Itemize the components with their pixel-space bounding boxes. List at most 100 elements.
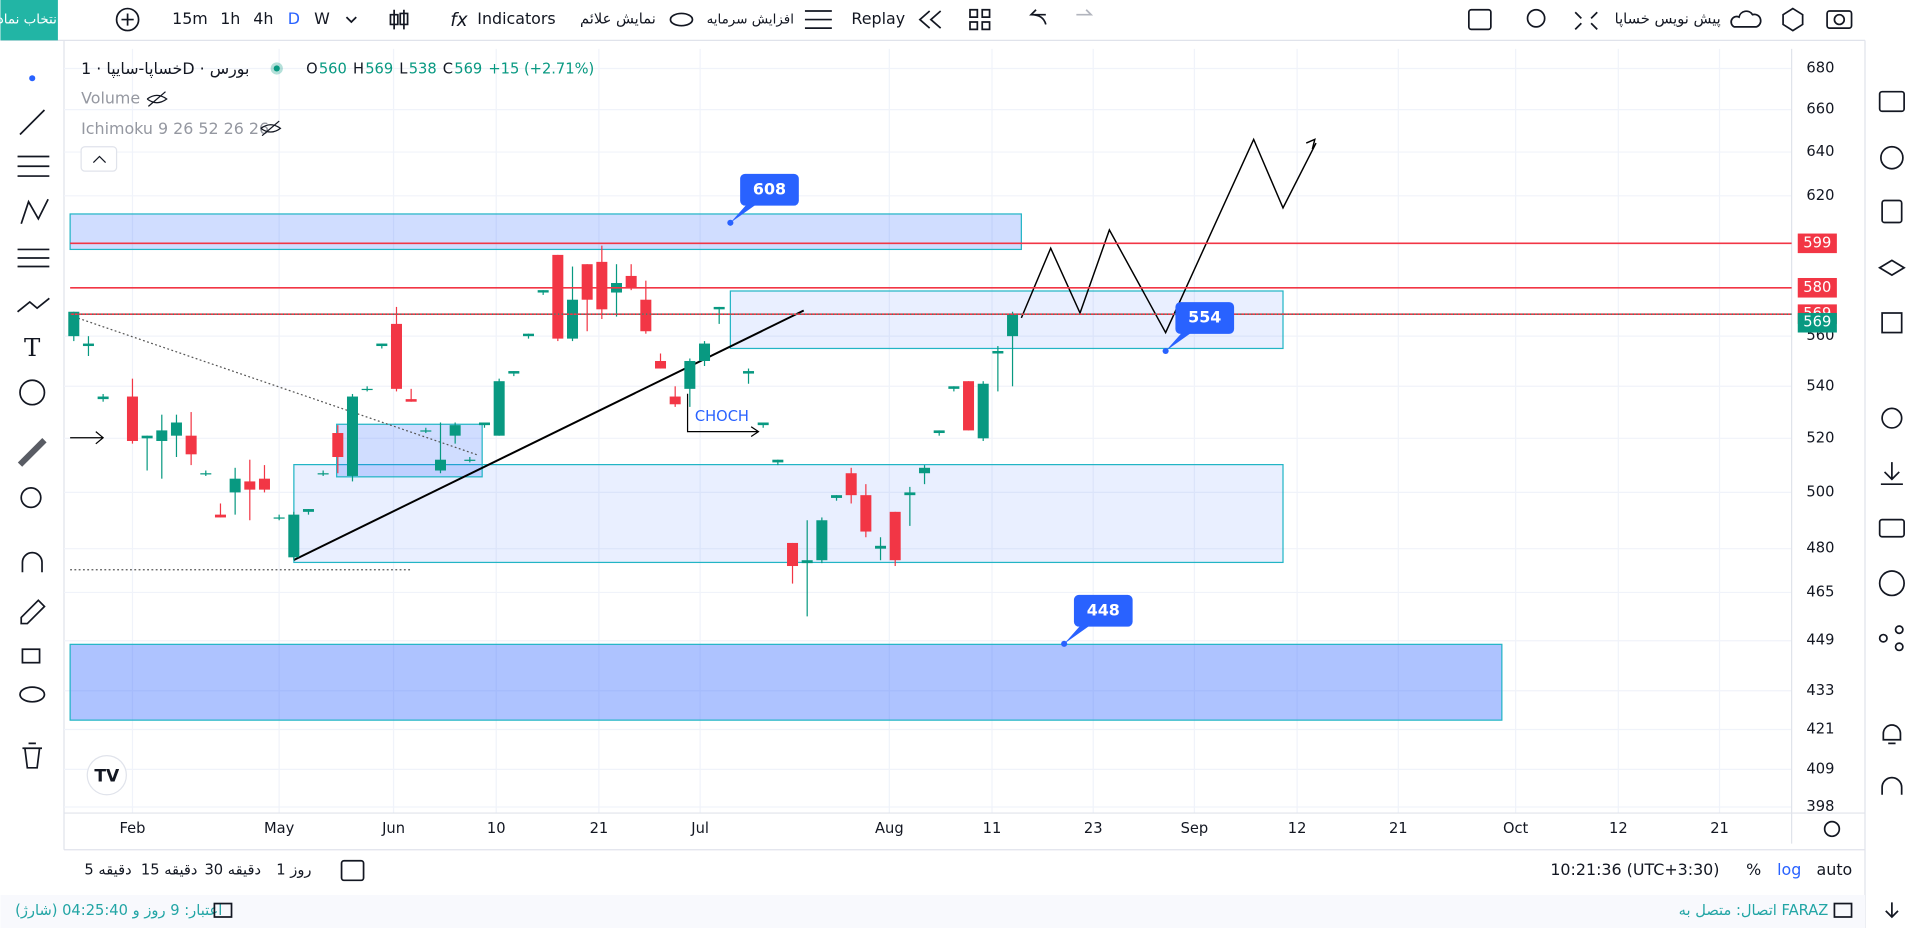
y-tick-label: 449 — [1806, 632, 1834, 649]
candle-body — [346, 396, 358, 476]
candle-body — [332, 433, 344, 458]
ohlc-change: +15 (+2.71%) — [488, 61, 594, 78]
candle-body — [200, 473, 212, 475]
fib-tool[interactable] — [17, 155, 50, 177]
collapse-button[interactable] — [80, 146, 118, 172]
ruler-tool[interactable] — [17, 437, 47, 467]
zone[interactable] — [69, 643, 1503, 721]
chart-type-icon[interactable] — [389, 9, 409, 30]
draw-lock-tool[interactable] — [20, 599, 46, 625]
candle-body — [566, 299, 579, 339]
timeframe-button[interactable]: 30 دقیقه — [204, 862, 261, 879]
gear-icon[interactable] — [1881, 407, 1903, 429]
emoji-tool[interactable] — [19, 379, 46, 406]
download-icon[interactable] — [1880, 462, 1903, 486]
dotted-line[interactable] — [69, 314, 478, 456]
redo-icon[interactable] — [1076, 9, 1094, 16]
x-tick-label: 23 — [1084, 820, 1103, 837]
undo-icon[interactable] — [1029, 9, 1047, 25]
watchlist-icon[interactable] — [1878, 90, 1905, 113]
trendline-tool[interactable] — [19, 109, 46, 136]
fx-icon[interactable]: fx — [450, 10, 467, 31]
timeframe-button[interactable]: 15 دقیقه — [141, 862, 198, 879]
hide-icon[interactable] — [260, 120, 282, 137]
ohlc-key: H — [353, 61, 364, 78]
replay-icon[interactable] — [918, 10, 942, 29]
symbol-button[interactable] — [0, 0, 58, 41]
symbol-title: خساپا-سایپا · 1D · بورس — [81, 59, 249, 79]
hide-icon[interactable] — [146, 91, 168, 107]
interval[interactable]: 4h — [253, 9, 273, 28]
price-label: 580 — [1803, 279, 1831, 296]
interval[interactable]: W — [314, 9, 330, 28]
y-tick-label: 540 — [1806, 377, 1834, 394]
scale-option[interactable]: log — [1777, 860, 1801, 879]
scale-option[interactable]: % — [1746, 860, 1761, 879]
support-icon[interactable] — [1881, 776, 1903, 795]
add-symbol-icon[interactable] — [115, 7, 140, 32]
trend-line[interactable] — [293, 309, 805, 561]
layers-icon[interactable] — [1878, 259, 1906, 277]
interval[interactable]: 15m — [172, 9, 208, 28]
cloud-icon[interactable] — [1730, 10, 1762, 28]
arrow[interactable] — [70, 431, 105, 445]
indicators-button[interactable]: Indicators — [477, 9, 555, 28]
share-icon — [1894, 625, 1904, 635]
scroll-icon[interactable] — [1885, 902, 1899, 919]
sliders-icon[interactable] — [804, 10, 832, 29]
layout-icon[interactable] — [969, 8, 991, 31]
camera-icon[interactable] — [1826, 10, 1853, 29]
share-icon[interactable] — [1878, 633, 1888, 643]
date-range-icon[interactable] — [340, 859, 365, 882]
timeframe-button[interactable]: 1 روز — [276, 862, 311, 879]
axis-settings-icon[interactable] — [1823, 820, 1841, 838]
settings-icon[interactable] — [1782, 7, 1804, 32]
hide-tool[interactable] — [19, 686, 46, 703]
candle-body — [522, 333, 534, 337]
cursor-tool[interactable] — [29, 75, 36, 82]
candle-body — [757, 422, 769, 426]
pattern-tool[interactable] — [20, 198, 49, 225]
choch-arrow[interactable] — [686, 393, 760, 437]
dropdown-icon[interactable] — [345, 16, 357, 24]
fullscreen-icon[interactable] — [1467, 8, 1492, 31]
card-icon[interactable] — [1878, 518, 1905, 538]
scale-option[interactable]: auto — [1817, 860, 1853, 879]
list-icon[interactable] — [1881, 312, 1903, 334]
candle-body — [405, 399, 417, 402]
callout-anchor — [1162, 347, 1169, 355]
search-icon[interactable] — [1526, 8, 1546, 28]
alert-icon[interactable] — [1880, 145, 1904, 170]
candle-body — [655, 360, 667, 369]
x-tick-label: Feb — [119, 820, 145, 837]
notes-icon[interactable] — [1881, 199, 1903, 224]
zoom-tool[interactable] — [20, 486, 42, 509]
projection-path[interactable] — [1020, 137, 1317, 335]
callout-anchor — [727, 219, 734, 226]
text-tool[interactable]: T — [24, 333, 41, 362]
gann-tool[interactable] — [17, 248, 50, 268]
capital-button[interactable]: افزایش سرمایه — [707, 13, 794, 28]
draft-label[interactable]: پیش نویس خساپا — [1615, 11, 1721, 28]
lock-tool[interactable] — [21, 648, 41, 664]
interval[interactable]: 1h — [220, 9, 240, 28]
replay-button[interactable]: Replay — [851, 9, 905, 28]
candle-body — [493, 381, 505, 436]
eye-icon[interactable] — [669, 12, 694, 27]
interval-active[interactable]: D — [288, 9, 300, 28]
user-icon[interactable] — [1878, 570, 1905, 597]
symbol-button-label[interactable]: انتخاب نماد — [0, 13, 61, 28]
delete-tool[interactable] — [22, 742, 43, 769]
timeframe-button[interactable]: 5 دقیقه — [84, 862, 131, 879]
candle-body — [904, 492, 916, 496]
projection-tool[interactable] — [17, 297, 50, 313]
y-tick-label: 465 — [1806, 583, 1834, 600]
bell-icon[interactable] — [1882, 724, 1902, 745]
candle-body — [948, 386, 960, 389]
candle-body — [743, 371, 755, 374]
candle-body — [772, 459, 784, 463]
magnet-tool[interactable] — [21, 551, 43, 573]
signals-button[interactable]: نمایش علائم — [580, 11, 656, 28]
expand-icon[interactable] — [1574, 11, 1598, 30]
candle-body — [170, 422, 182, 436]
